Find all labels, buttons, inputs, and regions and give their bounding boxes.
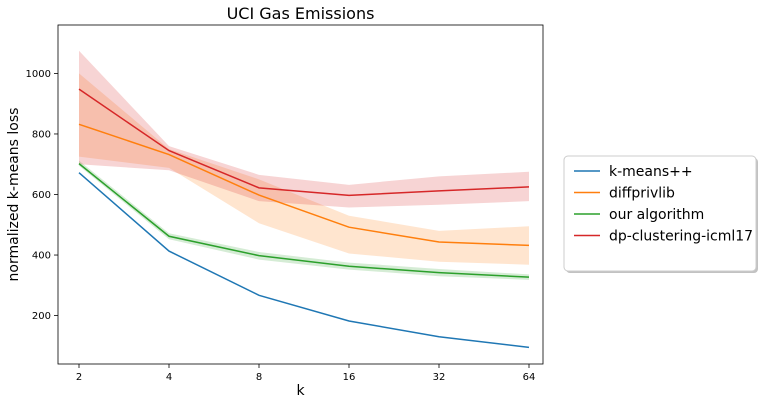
legend-label: k-means++: [609, 164, 693, 180]
dp-clustering-icml17-band: [79, 50, 529, 208]
y-tick-label: 800: [32, 129, 51, 140]
dp-clustering-icml17-line: [78, 88, 530, 197]
legend-label: our algorithm: [609, 207, 704, 223]
legend-label: dp-clustering-icml17: [609, 229, 753, 245]
x-tick-label: 2: [76, 372, 82, 383]
x-axis: 2 4 8 16 32 64: [76, 364, 536, 383]
x-tick-label: 64: [523, 372, 536, 383]
y-tick-label: 200: [32, 311, 51, 322]
series-lines: [78, 88, 530, 349]
y-tick-label: 600: [32, 190, 51, 201]
legend-label: diffprivlib: [609, 186, 675, 202]
legend-box: [563, 155, 757, 272]
x-tick-label: 32: [433, 372, 446, 383]
x-axis-label: k: [296, 383, 305, 399]
x-tick-label: 16: [343, 372, 356, 383]
x-tick-label: 4: [166, 372, 172, 383]
x-tick-label: 8: [256, 372, 262, 383]
legend: k-means++ diffprivlib our algorithm dp-clus…: [563, 155, 758, 273]
diffprivlib-line: [78, 123, 530, 247]
diffprivlib-band: [79, 73, 529, 265]
our-algorithm-line: [78, 163, 530, 278]
y-tick-label: 1000: [26, 69, 51, 80]
k-means--line: [78, 172, 530, 349]
chart-title: UCI Gas Emissions: [227, 4, 375, 23]
y-axis-label: normalized k-means loss: [6, 108, 22, 282]
confidence-bands: [79, 50, 529, 348]
y-axis: 200 400 600 800 1000: [26, 69, 58, 322]
y-tick-label: 400: [32, 251, 51, 262]
